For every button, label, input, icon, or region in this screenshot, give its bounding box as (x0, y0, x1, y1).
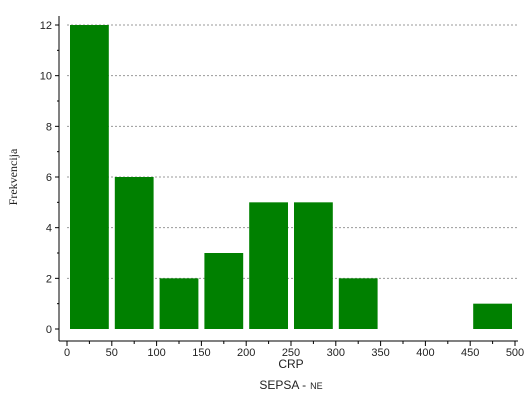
y-ticks-group: 0 2 4 6 8 10 12 (40, 20, 59, 336)
x-tick-label: 50 (106, 347, 118, 359)
y-axis-label: Frekvencija (6, 148, 20, 205)
bars-group (70, 25, 512, 329)
y-tick-label: 10 (40, 71, 52, 83)
y-tick-label: 12 (40, 20, 52, 32)
x-tick-label: 300 (327, 347, 345, 359)
histogram-bar (338, 278, 378, 329)
chart-subtitle: SEPSA - NE (259, 378, 322, 392)
x-tick-label: 450 (461, 347, 479, 359)
y-tick-label: 6 (46, 172, 52, 184)
x-tick-label: 200 (237, 347, 255, 359)
histogram-bar (473, 303, 512, 329)
x-tick-label: 250 (282, 347, 300, 359)
histogram-bar (70, 25, 109, 329)
grid-lines (67, 24, 517, 279)
x-axis-label: CRP (278, 357, 303, 371)
histogram-bar (159, 278, 199, 329)
y-tick-label: 4 (46, 223, 52, 235)
x-tick-label: 500 (506, 347, 524, 359)
axes-group (58, 16, 518, 342)
x-ticks-group: 0 50 100 150 200 250 300 350 400 450 500 (64, 341, 524, 359)
subtitle-main: SEPSA - (259, 378, 306, 392)
x-tick-label: 350 (371, 347, 389, 359)
x-tick-label: 400 (416, 347, 434, 359)
histogram-bar (249, 202, 288, 329)
y-tick-label: 2 (46, 273, 52, 285)
x-tick-label: 150 (192, 347, 210, 359)
y-tick-label: 0 (46, 324, 52, 336)
histogram-bar (114, 177, 154, 329)
subtitle-small: NE (310, 381, 323, 391)
histogram-bar (294, 202, 333, 329)
y-tick-label: 8 (46, 121, 52, 133)
x-tick-label: 100 (147, 347, 165, 359)
histogram-bar (204, 253, 244, 329)
x-tick-label: 0 (64, 347, 70, 359)
